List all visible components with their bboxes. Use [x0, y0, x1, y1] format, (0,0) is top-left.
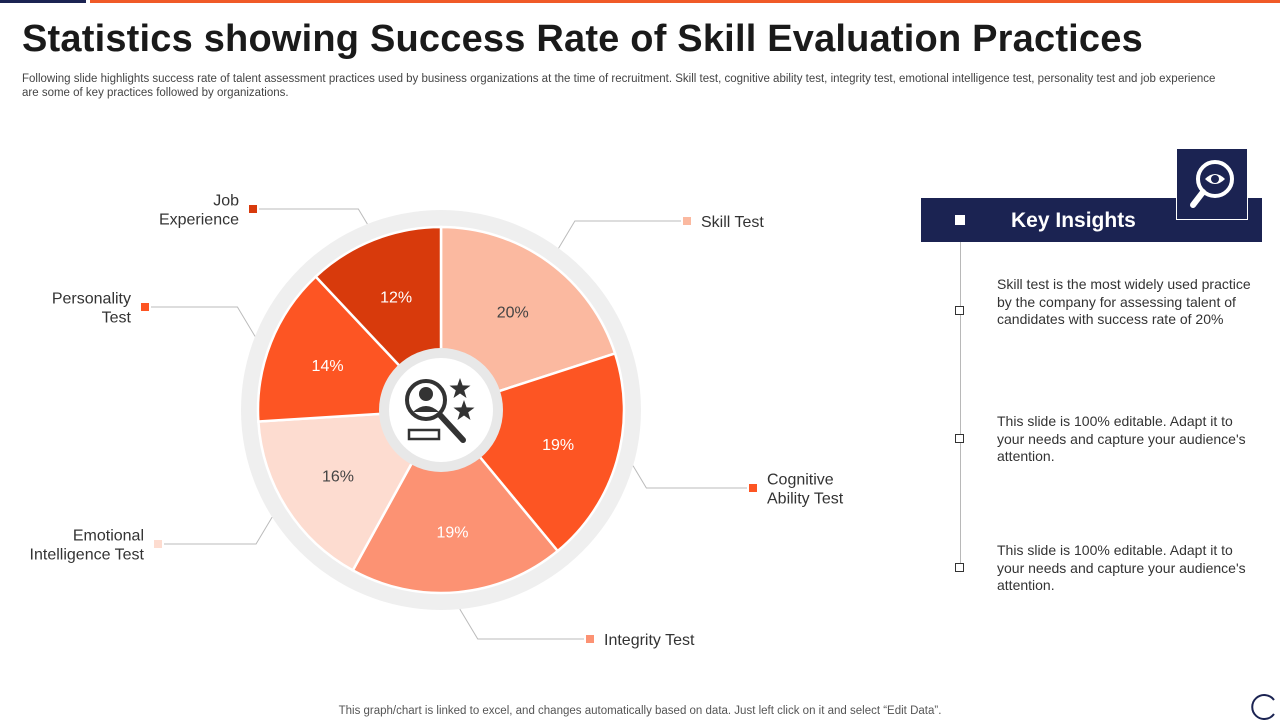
slice-value-personality-test: 14% — [312, 358, 344, 375]
success-rate-pie-chart: 20% Skill Test 19% Cognitive Ability Test 19%… — [30, 193, 844, 650]
page-subtitle: Following slide highlights success rate … — [22, 73, 1216, 99]
insight-text-2: This slide is 100% editable. Adapt it to… — [997, 413, 1246, 464]
pie-slice-skill-test — [439, 225, 617, 412]
slice-value-skill-test: 20% — [497, 304, 529, 321]
magnifier-eye-icon — [1176, 148, 1248, 220]
insight-bullet-3 — [955, 563, 964, 572]
refresh-icon — [1251, 694, 1275, 720]
slice-value-integrity-test: 19% — [436, 524, 468, 541]
page-title: Statistics showing Success Rate of Skill… — [22, 18, 1143, 60]
insight-bullet-2 — [955, 434, 964, 443]
legend-marker-personality-test — [141, 303, 149, 311]
insight-text-3: This slide is 100% editable. Adapt it to… — [997, 542, 1246, 593]
pie-slice-integrity-test — [351, 407, 560, 595]
insights-timeline — [960, 242, 961, 572]
slice-label-integrity-test: Integrity Test — [604, 632, 695, 649]
chart-footnote: This graph/chart is linked to excel, and… — [338, 705, 942, 717]
leader-line-skill-test — [558, 220, 681, 249]
slice-label-skill-test: Skill Test — [701, 214, 764, 231]
legend-marker-emotional-intelligence-test — [154, 540, 162, 548]
leader-line-emotional-intelligence-test — [164, 516, 273, 545]
leader-line-personality-test — [151, 306, 256, 337]
slice-value-emotional-intelligence-test: 16% — [322, 468, 354, 485]
leader-line-job-experience — [259, 208, 368, 225]
leader-line-cognitive-ability-test — [632, 465, 747, 489]
slice-label-cognitive-ability-test: Cognitive Ability Test — [767, 472, 844, 508]
legend-marker-skill-test — [683, 217, 691, 225]
slice-label-personality-test: Personality Test — [52, 291, 132, 327]
candidate-search-icon — [405, 378, 475, 443]
slice-label-emotional-intelligence-test: Emotional Intelligence Test — [30, 528, 145, 564]
leader-line-integrity-test — [459, 608, 584, 640]
key-insights-title: Key Insights — [1011, 209, 1136, 232]
slice-value-cognitive-ability-test: 19% — [542, 437, 574, 454]
top-accent-bar-orange — [90, 0, 1280, 3]
slice-value-job-experience: 12% — [380, 290, 412, 307]
top-accent-bar-navy — [0, 0, 86, 3]
insight-bullet-1 — [955, 306, 964, 315]
slice-label-job-experience: Job Experience — [159, 193, 239, 229]
legend-marker-job-experience — [249, 205, 257, 213]
legend-marker-integrity-test — [586, 635, 594, 643]
header-square-icon — [955, 215, 965, 225]
insight-text-1: Skill test is the most widely used pract… — [997, 276, 1251, 327]
legend-marker-cognitive-ability-test — [749, 484, 757, 492]
